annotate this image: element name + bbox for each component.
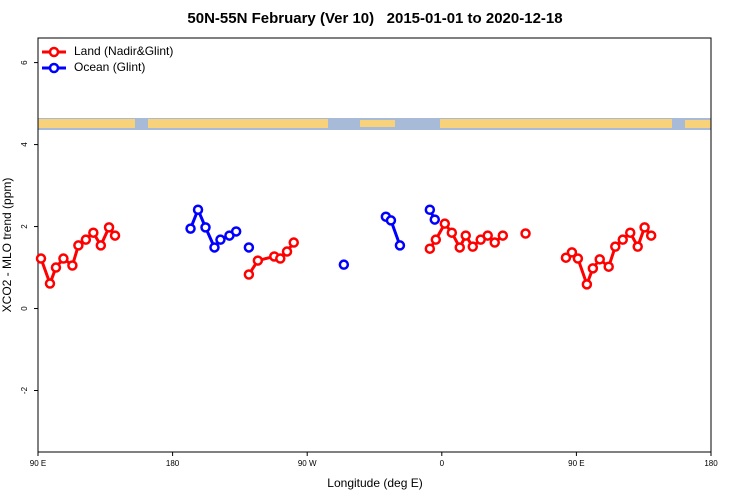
series-line xyxy=(189,205,237,251)
data-point xyxy=(439,218,451,229)
data-point xyxy=(424,243,436,254)
x-axis-label: Longitude (deg E) xyxy=(327,476,422,490)
data-point xyxy=(200,222,211,233)
data-point xyxy=(288,237,299,248)
legend-label: Ocean (Glint) xyxy=(74,60,145,74)
data-point xyxy=(185,223,196,234)
data-point xyxy=(109,230,121,241)
data-point xyxy=(467,241,479,252)
data-point xyxy=(80,234,92,245)
data-point xyxy=(103,222,115,233)
series-line xyxy=(39,224,117,288)
data-point xyxy=(429,214,441,225)
data-point xyxy=(572,253,584,264)
data-point xyxy=(230,226,242,237)
data-point xyxy=(624,227,636,238)
y-tick-label: 0 xyxy=(20,306,29,311)
data-point xyxy=(88,227,99,238)
legend-marker xyxy=(48,62,60,74)
data-point xyxy=(281,246,293,257)
data-point xyxy=(430,234,442,245)
x-tick-label: 90 E xyxy=(568,459,584,468)
data-point xyxy=(35,253,47,264)
data-point xyxy=(603,261,614,272)
data-point xyxy=(58,253,69,264)
data-point xyxy=(566,247,578,258)
data-point xyxy=(192,204,204,215)
data-point xyxy=(460,230,471,241)
data-point xyxy=(639,222,650,233)
data-point xyxy=(209,242,220,253)
data-point xyxy=(243,242,255,253)
data-point xyxy=(632,241,643,252)
data-point xyxy=(617,234,629,245)
data-point xyxy=(67,260,78,271)
data-point xyxy=(581,279,593,290)
data-point xyxy=(594,254,605,265)
map-strip xyxy=(38,118,711,130)
data-point xyxy=(44,278,56,289)
data-point xyxy=(424,204,436,215)
data-point xyxy=(385,215,397,226)
x-tick-label: 90 E xyxy=(30,459,46,468)
data-point xyxy=(520,228,531,239)
x-tick-label: 180 xyxy=(166,459,180,468)
y-tick-label: 6 xyxy=(20,60,29,65)
data-point xyxy=(645,230,657,241)
legend-marker xyxy=(48,46,60,58)
data-point xyxy=(50,262,62,273)
x-tick-label: 90 W xyxy=(298,459,317,468)
data-point xyxy=(482,230,493,241)
chart-title: 50N-55N February (Ver 10) 2015-01-01 to … xyxy=(187,10,562,27)
y-axis-label: XCO2 - MLO trend (ppm) xyxy=(0,178,14,313)
data-point xyxy=(497,230,509,241)
data-point xyxy=(394,240,406,251)
data-point xyxy=(73,240,84,251)
data-point xyxy=(338,259,350,270)
y-tick-label: 2 xyxy=(20,224,29,229)
data-point xyxy=(489,237,500,248)
y-tick-label: -2 xyxy=(20,386,29,394)
data-point xyxy=(446,227,458,238)
data-point xyxy=(610,241,621,252)
data-point xyxy=(215,234,226,245)
y-tick-label: 4 xyxy=(20,142,29,147)
x-tick-label: 180 xyxy=(704,459,718,468)
data-point xyxy=(587,263,599,274)
data-point xyxy=(95,240,107,251)
plot-frame xyxy=(37,37,712,453)
data-point xyxy=(275,253,286,264)
legend-label: Land (Nadir&Glint) xyxy=(74,44,173,58)
x-tick-label: 0 xyxy=(440,459,445,468)
data-point xyxy=(252,255,264,266)
data-point xyxy=(454,242,465,253)
data-point xyxy=(243,269,255,280)
